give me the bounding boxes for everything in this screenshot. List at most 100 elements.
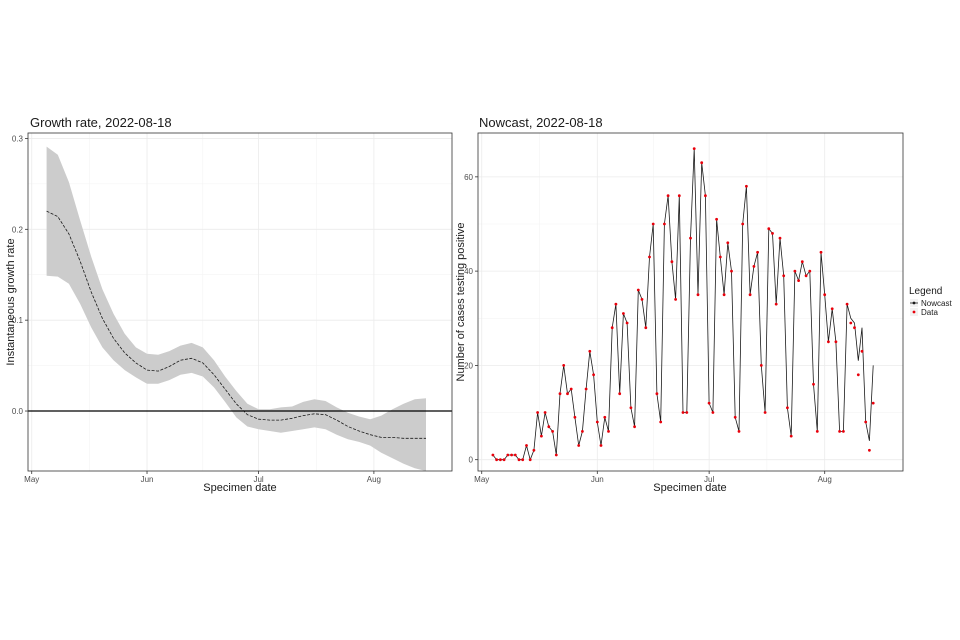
data-point	[823, 293, 827, 297]
data-point	[510, 453, 513, 457]
data-point	[711, 411, 715, 414]
data-point	[558, 392, 562, 396]
data-point	[737, 430, 741, 433]
data-point	[715, 217, 718, 221]
data-point	[834, 340, 838, 344]
data-point	[748, 293, 752, 297]
data-point	[782, 274, 786, 278]
data-point	[521, 458, 525, 462]
data-point	[547, 425, 551, 429]
data-point	[506, 453, 510, 457]
data-point	[648, 255, 651, 259]
data-point	[786, 406, 789, 410]
data-point	[871, 401, 875, 405]
growth-rate-y-axis-label: Instantaneous growth rate	[5, 238, 17, 365]
data-point	[774, 302, 778, 306]
data-point	[815, 430, 819, 433]
data-point	[853, 326, 856, 330]
data-point	[771, 232, 774, 235]
data-point	[681, 411, 685, 414]
data-point	[584, 387, 588, 391]
data-point	[718, 255, 722, 259]
data-point	[491, 453, 495, 457]
nowcast-x-tick-label: May	[474, 475, 489, 484]
data-point	[581, 430, 584, 433]
data-point	[789, 434, 793, 438]
data-point	[819, 250, 823, 254]
data-point	[689, 236, 692, 240]
data-point	[618, 392, 622, 396]
data-point	[640, 298, 644, 301]
data-point	[528, 458, 532, 462]
data-point	[566, 392, 569, 396]
data-point	[838, 430, 841, 433]
data-point	[499, 458, 502, 462]
data-point	[525, 444, 528, 447]
data-point	[726, 241, 730, 245]
growth-rate-title: Growth rate, 2022-08-18	[30, 115, 172, 130]
data-point	[696, 293, 700, 297]
data-point	[666, 194, 670, 198]
data-point	[842, 430, 845, 433]
nowcast-x-tick-label: Aug	[818, 475, 832, 484]
data-point	[663, 222, 666, 226]
data-point	[860, 349, 864, 353]
growth-rate-y-tick-label: 0.3	[12, 134, 24, 143]
growth-rate-ticks: May Jun Jul Aug 0.0 0.1 0.2 0.3	[12, 134, 381, 484]
data-point	[745, 184, 748, 188]
growth-rate-y-tick-label: 0.0	[12, 407, 24, 416]
data-point	[845, 302, 849, 306]
legend-swatch-point	[912, 301, 916, 305]
data-point	[573, 415, 577, 419]
data-point	[592, 373, 595, 377]
data-point	[644, 326, 648, 330]
data-point	[636, 288, 640, 292]
legend-title: Legend	[909, 286, 942, 297]
nowcast-grid	[478, 133, 903, 471]
nowcast-y-tick-label: 0	[469, 456, 474, 465]
data-point	[577, 444, 581, 447]
legend-label-nowcast: Nowcast	[921, 299, 952, 308]
data-point	[614, 302, 618, 306]
data-point	[808, 269, 812, 273]
data-point	[495, 458, 498, 462]
data-point	[543, 411, 547, 414]
data-points	[491, 147, 875, 462]
data-point	[741, 222, 745, 226]
data-point	[763, 411, 767, 414]
growth-rate-confidence-band	[46, 146, 426, 471]
growth-rate-x-tick-label: Jun	[141, 475, 154, 484]
growth-rate-y-tick-label: 0.2	[12, 225, 24, 234]
data-point	[692, 147, 696, 151]
data-point	[629, 406, 633, 410]
nowcast-x-axis-label: Specimen date	[653, 482, 726, 494]
data-point	[674, 298, 677, 301]
data-point	[622, 312, 625, 315]
data-point	[722, 293, 726, 297]
data-point	[804, 274, 808, 278]
data-point	[659, 420, 663, 424]
data-point	[536, 411, 539, 414]
data-point	[610, 326, 614, 330]
data-point	[554, 453, 558, 457]
growth-rate-x-axis-label: Specimen date	[203, 482, 276, 494]
data-point	[793, 269, 797, 273]
legend-label-data: Data	[921, 308, 938, 317]
data-point	[864, 420, 868, 424]
nowcast-y-axis-label: Number of cases testing positive	[455, 223, 467, 382]
data-point	[513, 453, 517, 457]
data-point	[752, 265, 756, 268]
nowcast-panel: Nowcast, 2022-08-18 May Jun Jul Aug0204060 …	[455, 115, 904, 494]
data-point	[502, 458, 506, 462]
nowcast-ticks: May Jun Jul Aug 0 20 40 60	[464, 173, 832, 484]
data-point	[607, 430, 610, 433]
data-point	[603, 415, 607, 419]
data-point	[625, 321, 629, 325]
growth-rate-x-tick-label: May	[24, 475, 39, 484]
growth-rate-panel-border	[27, 132, 453, 472]
nowcast-x-tick-label: Jul	[704, 475, 714, 484]
data-point	[756, 250, 759, 254]
nowcast-y-tick-label: 60	[464, 173, 473, 182]
data-point	[704, 194, 707, 198]
